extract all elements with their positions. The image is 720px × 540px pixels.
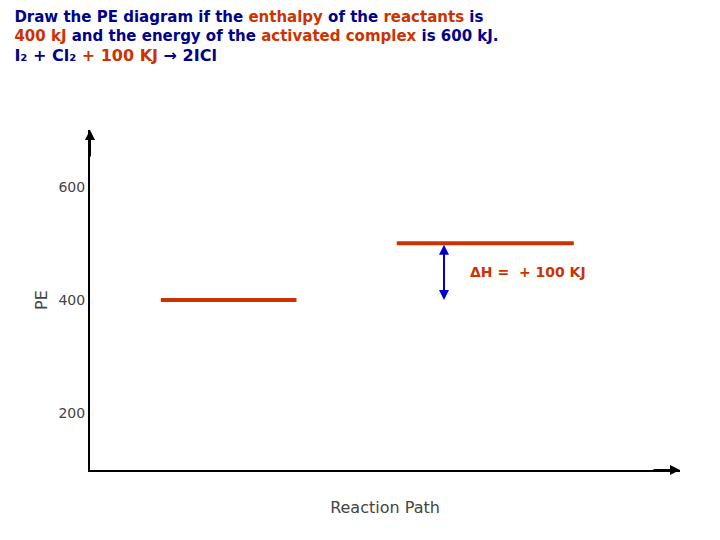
svg-text:Draw the PE diagram if the ent: Draw the PE diagram if the enthalpy of t… <box>14 8 498 65</box>
svg-text:Reaction Path: Reaction Path <box>330 498 440 517</box>
svg-text:600: 600 <box>58 179 85 195</box>
svg-text:200: 200 <box>58 405 85 421</box>
svg-text:PE: PE <box>32 290 51 310</box>
svg-text:400: 400 <box>58 292 85 308</box>
svg-text:ΔH = + 100 KJ: ΔH = + 100 KJ <box>470 264 586 280</box>
